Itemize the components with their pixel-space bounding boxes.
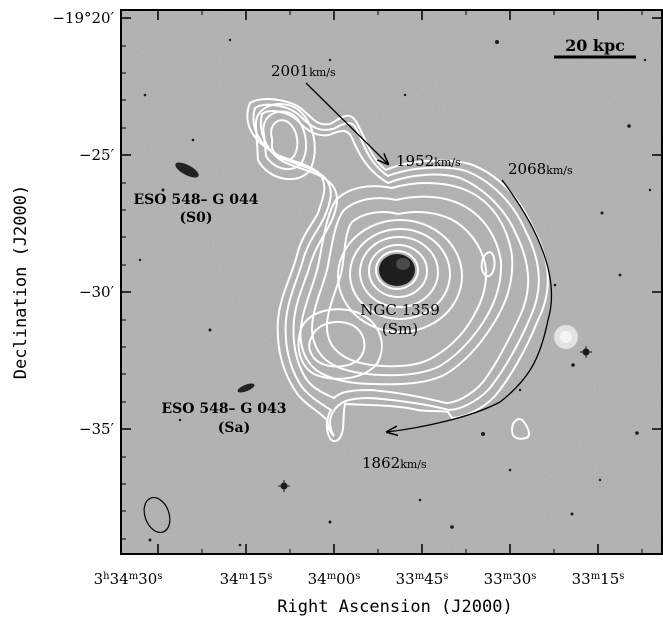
contour-core-4 — [368, 244, 428, 298]
contour-nw-blob-1 — [270, 119, 299, 161]
contour-se-island — [510, 418, 531, 440]
x-tick-0: 3h34m30s — [94, 570, 163, 588]
beam-ellipse — [143, 496, 171, 534]
x-tick-4: 33m30s — [484, 570, 537, 588]
eso548-g044-galaxy — [175, 162, 199, 178]
velocity-arrows — [305, 82, 553, 432]
x-tick-1: 34m15s — [220, 570, 273, 588]
contour-core-3 — [359, 236, 439, 308]
eso043-type: (Sa) — [218, 420, 250, 436]
eso548-g043-galaxy — [237, 383, 255, 393]
arc-2068-to-1862 — [387, 179, 553, 432]
y-tick-3: −35′ — [79, 420, 115, 438]
velocity-label-1952: 1952km/s — [396, 152, 461, 170]
x-tick-5: 33m15s — [572, 570, 625, 588]
contour-mid-3 — [325, 211, 488, 368]
x-axis-title: Right Ascension (J2000) — [277, 597, 512, 617]
contour-sw-peak-2 — [297, 308, 383, 380]
contour-nw-blob-2 — [262, 110, 308, 171]
x-tick-3: 33m45s — [396, 570, 449, 588]
arrow-2001-to-1952 — [305, 82, 388, 164]
contour-outer-2 — [252, 103, 540, 437]
contour-mid-2 — [311, 195, 503, 377]
ngc1359-type: (Sm) — [382, 320, 418, 338]
eso044-name: ESO 548– G 044 — [133, 192, 258, 208]
contour-outer-1 — [246, 98, 549, 443]
plot-frame — [120, 9, 663, 555]
field-stars — [138, 38, 652, 547]
contour-core-1 — [337, 219, 463, 333]
y-tick-1: −25′ — [79, 146, 115, 164]
contour-core-2 — [349, 228, 451, 320]
y-axis-title: Declination (J2000) — [11, 185, 31, 379]
bright-star-spikes — [278, 346, 592, 492]
hi-contours — [246, 98, 549, 443]
y-tick-labels: −19°20′ −25′ −30′ −35′ — [52, 9, 114, 438]
x-tick-labels: 3h34m30s 34m15s 34m00s 33m45s 33m30s 33m… — [94, 570, 625, 588]
contour-nw-blob-3 — [254, 103, 316, 180]
ngc1359-name: NGC 1359 — [360, 301, 440, 319]
velocity-label-2001: 2001km/s — [271, 62, 336, 80]
contour-east-clump — [480, 251, 496, 278]
y-tick-0: −19°20′ — [52, 9, 114, 27]
axis-ticks — [121, 10, 662, 554]
velocity-label-2068: 2068km/s — [508, 160, 573, 178]
ngc1359-core — [379, 254, 415, 286]
eso043-name: ESO 548– G 043 — [161, 401, 286, 417]
contour-core-5 — [375, 250, 419, 290]
velocity-label-1862: 1862km/s — [362, 454, 427, 472]
contour-outer-3 — [260, 110, 530, 405]
scale-bar-label: 20 kpc — [565, 36, 625, 55]
axis-minor-ticks — [121, 10, 643, 554]
y-tick-2: −30′ — [79, 283, 115, 301]
contour-mid-1 — [299, 182, 514, 386]
x-tick-2: 34m00s — [308, 570, 361, 588]
eso044-type: (S0) — [179, 210, 212, 226]
contour-sw-peak-1 — [308, 320, 366, 368]
optical-image — [121, 10, 662, 554]
